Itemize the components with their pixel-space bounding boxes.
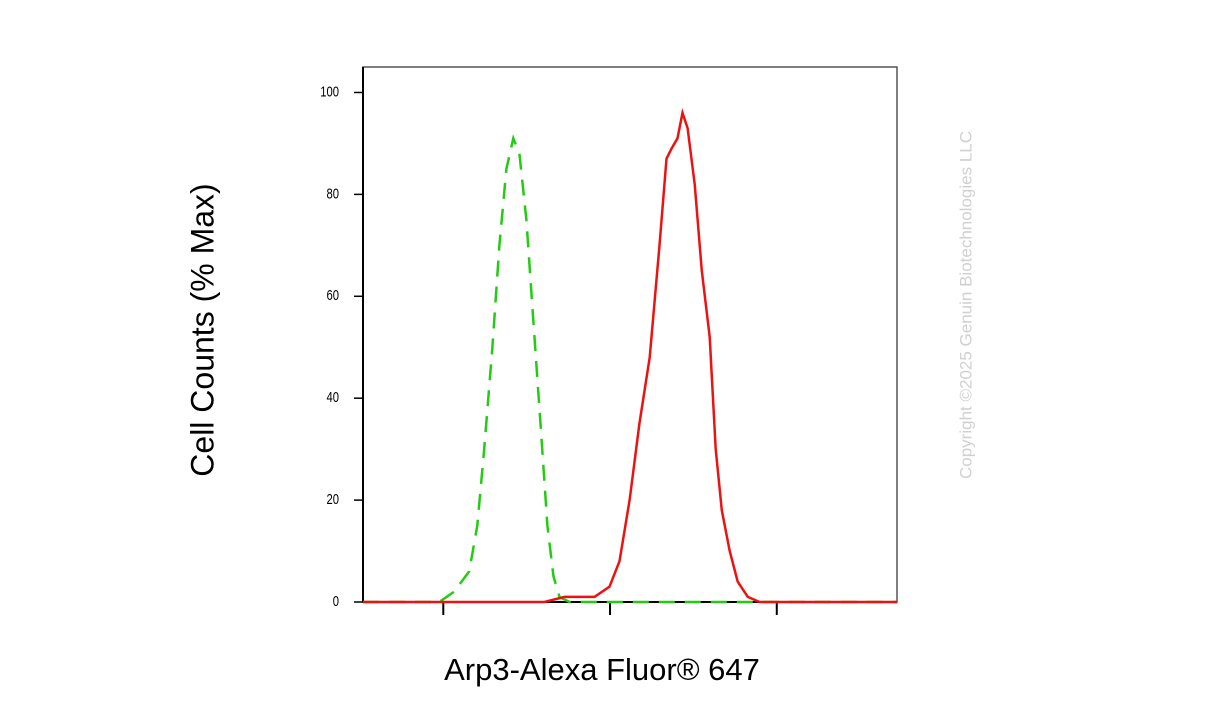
series-line: [363, 134, 897, 604]
y-tick-label: 20: [326, 490, 339, 507]
series-line: [363, 108, 897, 604]
watermark: Copyright ©2025 Genuin Biotechnologies L…: [956, 131, 975, 479]
y-tick-label: 0: [333, 592, 339, 609]
y-tick-label: 80: [326, 185, 339, 202]
y-tick-label: 100: [320, 83, 339, 100]
x-axis-label: Arp3-Alexa Fluor® 647: [444, 652, 760, 687]
y-axis-label: Cell Counts (% Max): [184, 183, 220, 476]
y-tick-label: 60: [326, 287, 339, 304]
y-tick-label: 40: [326, 389, 339, 406]
plot-frame: [362, 66, 898, 603]
